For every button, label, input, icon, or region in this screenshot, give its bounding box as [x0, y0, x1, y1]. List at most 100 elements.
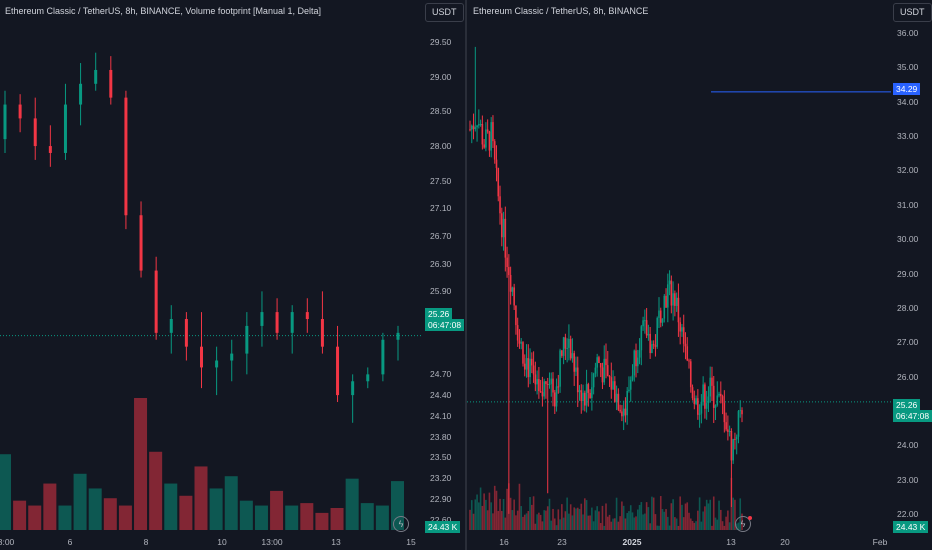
volume-bar [723, 525, 726, 530]
volume-bar [509, 497, 512, 530]
time-tick: 13:00 [261, 537, 283, 547]
chart-pane-right[interactable]: Ethereum Classic / TetherUS, 8h, BINANCE… [467, 0, 932, 550]
candle-body [215, 360, 219, 368]
volume-bar [700, 521, 703, 530]
candle-body [506, 257, 508, 268]
candle-body [621, 411, 623, 417]
price-scale-currency[interactable]: USDT [893, 3, 932, 22]
candle-body [591, 387, 593, 399]
volume-bar [702, 511, 704, 530]
candle-body [474, 127, 477, 130]
time-tick: 8 [143, 537, 149, 547]
volume-bar [663, 511, 666, 530]
candle-body [684, 343, 687, 347]
pane-divider[interactable] [465, 0, 467, 550]
volume-bar [493, 485, 496, 530]
price-tick: 26.00 [897, 371, 919, 382]
chart-title: Ethereum Classic / TetherUS, 8h, BINANCE [473, 6, 649, 16]
price-tick: 26.30 [430, 258, 452, 269]
price-scale-currency[interactable]: USDT [425, 3, 464, 22]
candle-body [485, 129, 487, 148]
volume-bar [594, 510, 597, 530]
candle-body [539, 391, 542, 393]
candle-body [578, 390, 581, 393]
candle-body [479, 123, 482, 125]
candle-body [478, 124, 480, 126]
volume-bar [502, 498, 505, 530]
chart-title: Ethereum Classic / TetherUS, 8h, BINANCE… [5, 6, 321, 16]
candle-body [693, 398, 696, 405]
candle-body [497, 168, 500, 197]
price-tick: 24.10 [430, 410, 452, 421]
candle-body [245, 325, 249, 354]
candle-body [499, 196, 501, 214]
candle-body [543, 381, 545, 397]
candle-body [635, 350, 637, 367]
candle-body [642, 320, 644, 327]
volume-bar [497, 510, 500, 530]
candlestick-chart-left[interactable] [0, 0, 465, 550]
volume-bar [516, 510, 519, 530]
volume-bar [529, 496, 531, 530]
candle-body [260, 312, 264, 326]
volume-label: 24.43 K [425, 521, 461, 533]
volume-bar [538, 512, 540, 530]
candle-body [698, 413, 701, 415]
volume-bar [485, 499, 487, 530]
volume-bar [644, 513, 646, 530]
volume-bar [677, 525, 680, 530]
candle-body [629, 379, 632, 390]
lightning-icon[interactable]: ϟ [393, 516, 409, 532]
volume-bar [608, 514, 611, 530]
volume-bar [88, 488, 102, 530]
volume-bar [674, 517, 676, 530]
volume-bar [345, 478, 359, 530]
candle-body [508, 267, 510, 275]
volume-bar [619, 516, 621, 530]
candle-body [606, 365, 609, 377]
volume-bar [134, 398, 148, 530]
candle-body [720, 393, 722, 397]
volume-bar [720, 509, 722, 530]
candle-body [576, 367, 579, 393]
candle-body [548, 383, 551, 385]
candle-body [667, 284, 669, 308]
volume-bar [589, 515, 591, 530]
candle-body [470, 125, 473, 130]
candle-body [124, 97, 128, 216]
candle-body [94, 69, 98, 84]
volume-bar [633, 517, 636, 530]
candle-body [732, 438, 734, 461]
lightning-icon[interactable]: ϟ [735, 516, 751, 532]
candle-body [511, 287, 514, 292]
candle-body [366, 374, 370, 382]
candle-body [320, 319, 324, 347]
candlestick-chart-right[interactable] [467, 0, 932, 550]
candle-body [596, 357, 598, 368]
volume-bar [727, 510, 729, 530]
volume-bar [584, 498, 586, 530]
candle-body [305, 312, 309, 320]
candle-body [525, 358, 528, 370]
candle-body [721, 396, 724, 403]
candle-body [677, 297, 680, 323]
candle-body [529, 358, 531, 378]
time-tick: 10 [217, 537, 227, 547]
time-tick: 16 [499, 537, 509, 547]
chart-pane-left[interactable]: Ethereum Classic / TetherUS, 8h, BINANCE… [0, 0, 465, 550]
last-price-label: 25.26 [893, 399, 921, 411]
price-tick: 31.00 [897, 199, 919, 210]
alert-dot [748, 516, 752, 520]
candle-body [730, 431, 733, 461]
candle-body [48, 146, 52, 153]
volume-bar [552, 508, 554, 530]
volume-bar [665, 509, 667, 530]
time-tick: Feb [872, 537, 888, 547]
volume-bar [511, 510, 514, 530]
price-tick: 35.00 [897, 62, 919, 73]
volume-bar [732, 497, 734, 530]
candle-body [290, 312, 294, 333]
volume-bar [621, 501, 623, 530]
candle-body [735, 436, 738, 440]
candle-body [520, 342, 523, 344]
